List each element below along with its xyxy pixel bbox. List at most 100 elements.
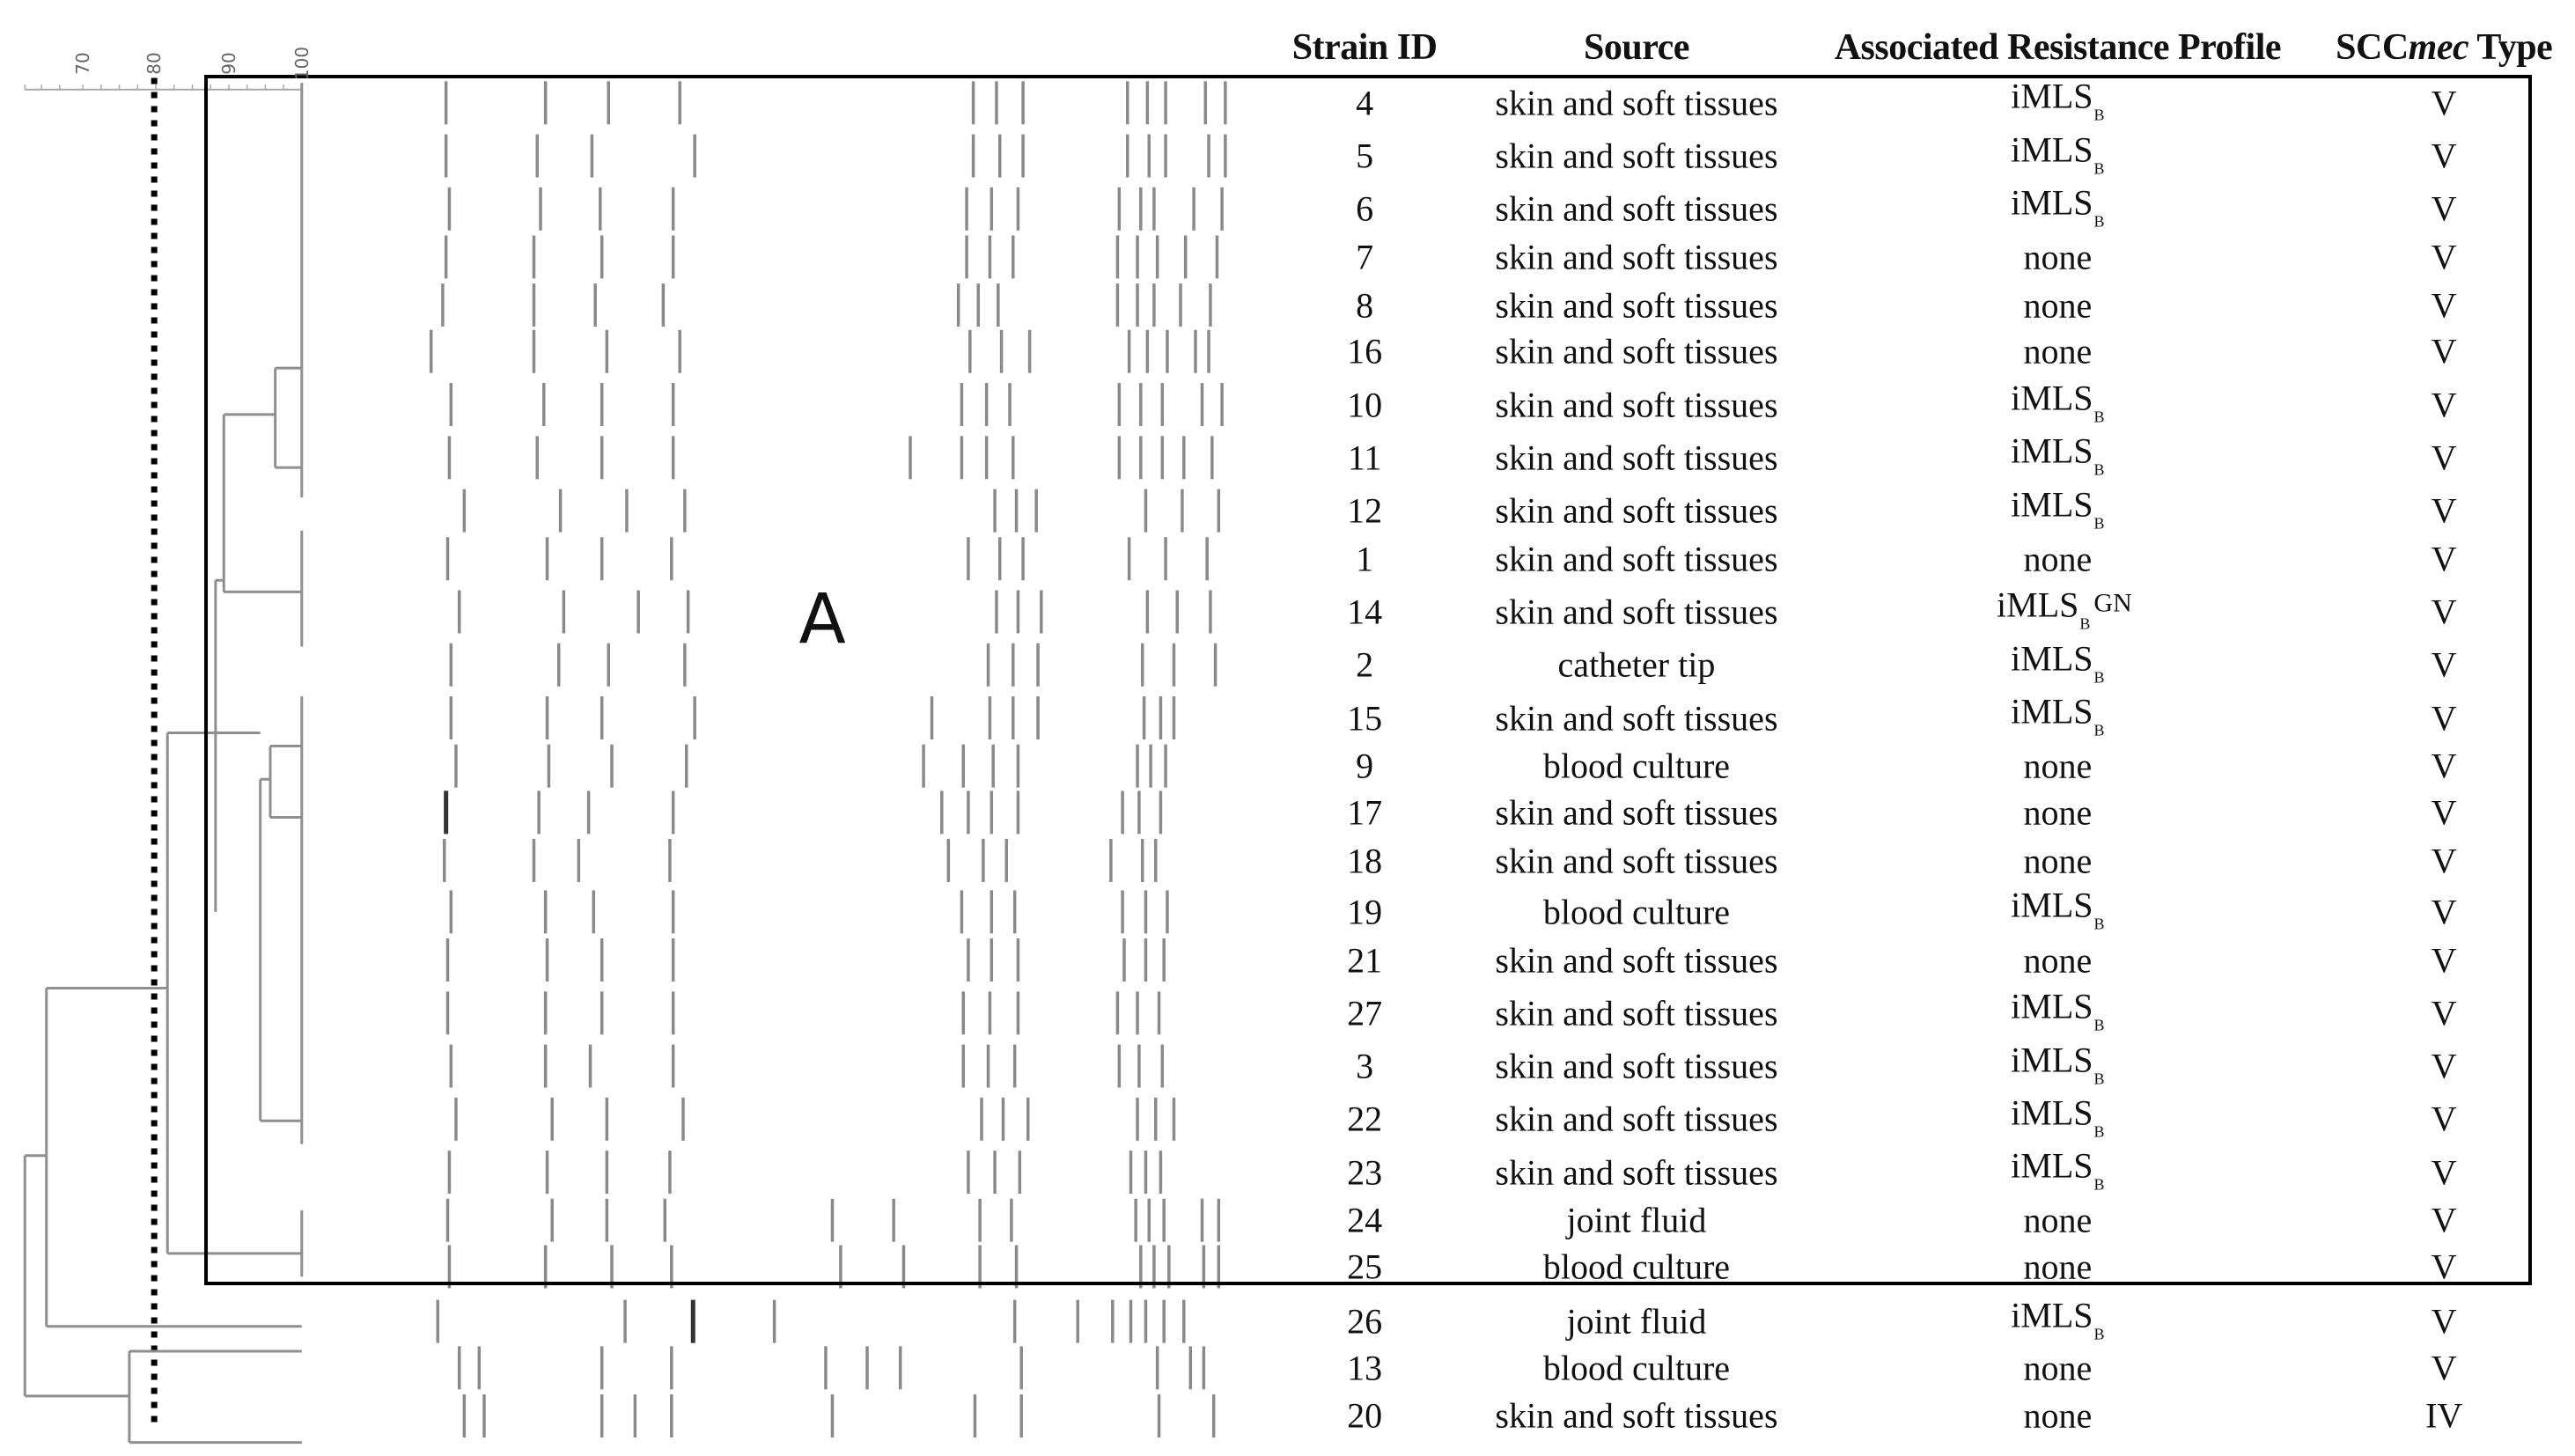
source-cell: skin and soft tissues (1495, 83, 1778, 123)
strain-id-cell: 20 (1347, 1395, 1383, 1436)
source-cell: blood culture (1542, 1246, 1731, 1287)
strain-id-cell: 11 (1347, 438, 1382, 478)
source-cell: blood culture (1542, 746, 1731, 786)
source-cell: skin and soft tissues (1495, 237, 1778, 277)
strain-id-cell: 3 (1356, 1046, 1374, 1086)
resistance-profile-cell: iMLSB (2011, 1295, 2105, 1343)
strain-id-cell: 14 (1347, 592, 1383, 632)
strain-id-cell: 6 (1356, 188, 1374, 229)
sccmec-type-cell: V (2431, 698, 2457, 739)
sccmec-type-cell: V (2431, 592, 2457, 632)
header-source: Source (1584, 27, 1689, 68)
sccmec-type-cell: V (2431, 1246, 2457, 1287)
strain-id-cell: 21 (1347, 940, 1383, 981)
sccmec-type-cell: V (2431, 285, 2457, 326)
sccmec-type-cell: V (2431, 83, 2457, 123)
strain-id-cell: 2 (1356, 644, 1374, 685)
source-cell: skin and soft tissues (1495, 792, 1778, 833)
sccmec-type-cell: V (2431, 1348, 2457, 1388)
strain-id-cell: 16 (1347, 331, 1383, 371)
header-strain-id: Strain ID (1291, 27, 1438, 68)
strain-id-cell: 23 (1347, 1152, 1383, 1193)
resistance-profile-cell: none (2023, 331, 2093, 371)
resistance-profile-cell: iMLSB (2011, 484, 2105, 533)
strain-id-cell: 18 (1347, 841, 1383, 880)
resistance-profile-cell: iMLSB (2011, 691, 2105, 739)
strain-id-cell: 9 (1356, 746, 1374, 786)
resistance-profile-cell: none (2023, 1246, 2093, 1287)
axis-tick-label: 100 (291, 46, 313, 80)
sccmec-type-cell: V (2431, 136, 2457, 176)
sccmec-type-cell: IV (2425, 1395, 2463, 1436)
strain-id-cell: 25 (1347, 1246, 1383, 1287)
strain-id-cell: 1 (1356, 539, 1374, 579)
sccmec-type-cell: V (2431, 385, 2457, 425)
strain-id-cell: 26 (1347, 1301, 1383, 1342)
resistance-profile-cell: none (2023, 841, 2093, 880)
source-cell: skin and soft tissues (1495, 1099, 1778, 1139)
source-cell: skin and soft tissues (1495, 331, 1778, 371)
resistance-profile-cell: none (2023, 237, 2093, 277)
resistance-profile-cell: none (2023, 539, 2093, 579)
sccmec-type-cell: V (2431, 644, 2457, 685)
strain-id-cell: 22 (1347, 1099, 1383, 1139)
source-cell: joint fluid (1566, 1200, 1707, 1240)
sccmec-type-cell: V (2431, 490, 2457, 531)
sccmec-type-cell: V (2431, 188, 2457, 229)
resistance-profile-cell: none (2023, 792, 2093, 833)
source-cell: skin and soft tissues (1495, 285, 1778, 326)
sccmec-type-cell: V (2431, 841, 2457, 880)
resistance-profile-cell: iMLSB (2011, 76, 2105, 124)
resistance-profile-cell: none (2023, 1200, 2093, 1240)
resistance-profile-cell: none (2023, 940, 2093, 981)
source-cell: skin and soft tissues (1495, 188, 1778, 229)
sccmec-type-cell: V (2431, 1046, 2457, 1086)
sccmec-type-cell: V (2431, 993, 2457, 1033)
strain-id-cell: 19 (1347, 892, 1383, 932)
source-cell: skin and soft tissues (1495, 539, 1778, 579)
source-cell: blood culture (1542, 1348, 1731, 1388)
resistance-profile-cell: none (2023, 1348, 2093, 1388)
source-cell: catheter tip (1557, 644, 1716, 685)
source-cell: skin and soft tissues (1495, 438, 1778, 478)
strain-id-cell: 13 (1347, 1348, 1383, 1388)
header-resistance-profile: Associated Resistance Profile (1834, 27, 2282, 68)
sccmec-type-cell: V (2431, 1301, 2457, 1342)
axis-tick-label: 80 (143, 51, 166, 75)
resistance-profile-cell: iMLSB (2011, 885, 2105, 933)
strain-id-cell: 4 (1356, 83, 1374, 123)
source-cell: skin and soft tissues (1495, 993, 1778, 1033)
resistance-profile-cell: iMLSB (2011, 986, 2105, 1034)
resistance-profile-cell: iMLSB (2011, 182, 2105, 231)
resistance-profile-cell: iMLSB (2011, 638, 2105, 687)
cluster-a-box (203, 74, 2533, 1285)
resistance-profile-cell: iMLSB (2011, 1145, 2105, 1194)
strain-id-cell: 10 (1347, 385, 1383, 425)
source-cell: skin and soft tissues (1495, 592, 1778, 632)
source-cell: skin and soft tissues (1495, 136, 1778, 176)
sccmec-type-cell: V (2431, 539, 2457, 579)
axis-tick-label: 70 (72, 51, 94, 75)
source-cell: joint fluid (1566, 1301, 1707, 1342)
source-cell: skin and soft tissues (1495, 1046, 1778, 1086)
resistance-profile-cell: none (2023, 746, 2093, 786)
sccmec-type-cell: V (2431, 1152, 2457, 1193)
source-cell: skin and soft tissues (1495, 1152, 1778, 1193)
sccmec-type-cell: V (2431, 746, 2457, 786)
header-sccmec-type: SCCmec Type (2336, 27, 2553, 68)
source-cell: skin and soft tissues (1495, 490, 1778, 531)
sccmec-type-cell: V (2431, 1099, 2457, 1139)
sccmec-type-cell: V (2431, 237, 2457, 277)
sccmec-type-cell: V (2431, 792, 2457, 833)
resistance-profile-cell: iMLSB (2011, 378, 2105, 426)
resistance-profile-cell: iMLSB (2011, 129, 2105, 177)
source-cell: blood culture (1542, 892, 1731, 932)
strain-id-cell: 24 (1347, 1200, 1383, 1240)
sccmec-type-cell: V (2431, 1200, 2457, 1240)
resistance-profile-cell: iMLSB (2011, 1040, 2105, 1088)
sccmec-type-cell: V (2431, 892, 2457, 932)
resistance-profile-cell: none (2023, 285, 2093, 326)
axis-tick-label: 90 (217, 51, 239, 75)
